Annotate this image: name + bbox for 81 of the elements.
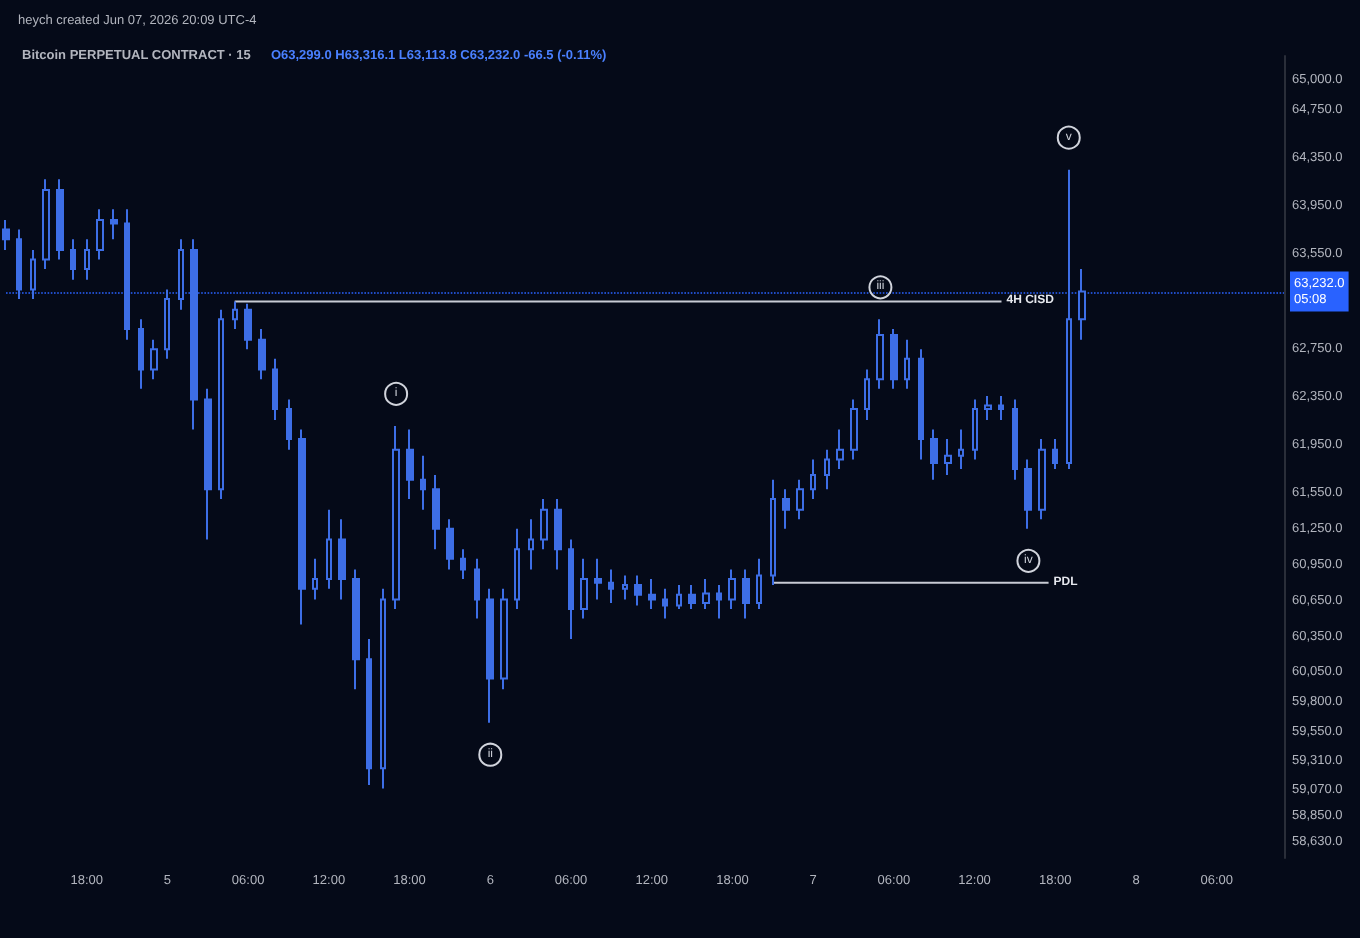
candlestick — [352, 568, 360, 691]
candlestick — [648, 578, 656, 611]
candlestick — [84, 238, 90, 281]
candlestick — [474, 557, 480, 620]
candlestick — [312, 557, 318, 601]
candlestick — [580, 557, 588, 620]
candlestick — [634, 574, 642, 607]
candlestick — [232, 300, 238, 330]
candlestick — [16, 228, 22, 300]
candlestick — [190, 238, 198, 431]
candlestick — [864, 368, 870, 421]
candlestick — [1078, 268, 1086, 341]
candlestick — [338, 518, 346, 601]
candlestick — [272, 357, 278, 421]
candlestick — [554, 497, 562, 571]
candlestick — [728, 568, 736, 611]
candlestick — [366, 637, 372, 786]
candlestick — [432, 473, 440, 551]
candlestick — [218, 308, 224, 500]
candlestick — [594, 557, 602, 601]
candlestick — [380, 587, 386, 790]
candlestick — [662, 587, 668, 620]
candlestick — [486, 587, 494, 724]
candlestick — [770, 478, 776, 587]
candlestick — [904, 338, 910, 390]
candlestick — [918, 348, 924, 461]
candlestick — [2, 218, 10, 251]
candlestick — [110, 208, 118, 241]
candlestick — [1066, 168, 1072, 470]
candlestick — [850, 398, 858, 461]
candlestick — [258, 327, 266, 381]
candlestick — [406, 428, 414, 500]
candlestick — [460, 548, 466, 581]
candlestick — [70, 238, 76, 281]
candlestick — [568, 538, 574, 640]
candlestick — [392, 424, 400, 611]
candlestick — [286, 398, 292, 451]
candlestick — [890, 327, 898, 390]
candlestick — [1012, 398, 1018, 481]
candlestick — [204, 387, 212, 541]
candlestick — [676, 584, 682, 611]
candlestick — [1052, 438, 1058, 470]
candlestick — [514, 527, 520, 611]
candlestick — [96, 208, 104, 261]
candlestick — [782, 488, 790, 530]
candlestick — [958, 428, 964, 470]
candlestick — [1038, 438, 1046, 521]
candlestick — [702, 578, 710, 611]
candlestick — [810, 458, 816, 500]
candlestick — [420, 454, 426, 511]
candlestick — [124, 208, 130, 341]
candlestick — [756, 557, 762, 611]
candlestick — [164, 288, 170, 360]
candlestick — [42, 178, 50, 271]
candlestick — [138, 318, 144, 390]
candlestick — [326, 508, 332, 590]
candlestick — [930, 428, 938, 481]
candlestick — [30, 248, 36, 300]
candlestick — [688, 584, 696, 611]
candlestick — [150, 338, 158, 381]
candlestick — [716, 584, 722, 620]
candlestick — [742, 568, 750, 620]
candlestick — [446, 518, 454, 571]
candlestick — [298, 428, 306, 626]
candlestick — [984, 394, 992, 421]
candlestick — [178, 238, 184, 311]
candlestick — [244, 302, 252, 351]
candlestick — [622, 574, 628, 601]
candlestick — [1024, 458, 1032, 530]
candlestick — [796, 478, 804, 521]
candlestick — [972, 398, 978, 461]
candlestick — [944, 438, 952, 476]
candlestick — [608, 568, 614, 605]
candlestick — [56, 178, 64, 261]
candlestick — [540, 497, 548, 551]
candlestick — [836, 428, 844, 470]
candlestick — [876, 318, 884, 390]
candlestick — [528, 518, 534, 571]
candlestick — [824, 448, 830, 491]
candlestick — [500, 587, 508, 691]
candlestick — [998, 394, 1004, 421]
